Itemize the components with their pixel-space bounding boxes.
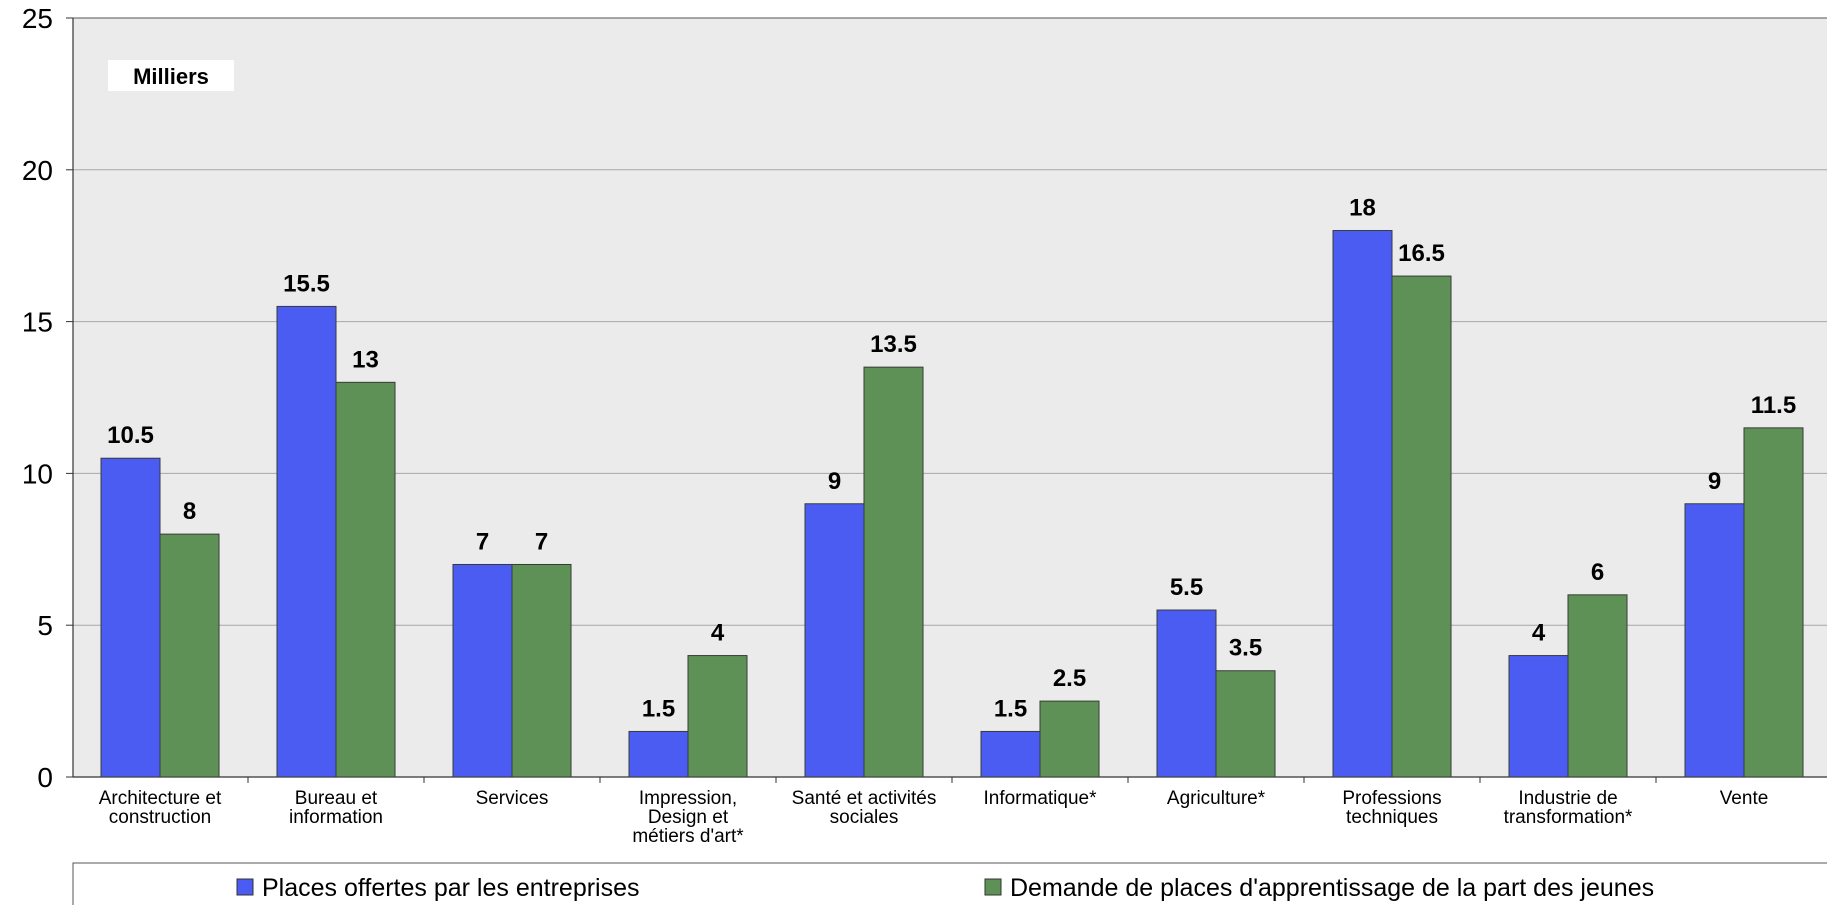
- x-tick-label: Santé et activités sociales: [792, 788, 937, 828]
- bar: [863, 366, 924, 778]
- legend-swatch: [236, 878, 254, 896]
- bar: [628, 730, 689, 778]
- data-label: 2.5: [1053, 665, 1086, 692]
- data-labels: 10.5 8 15.5 13 7 7 1.5 4 9 13.5 1.5 2.5 5.5 3.5 18 16.5…: [107, 195, 1796, 723]
- data-label: 9: [1708, 468, 1721, 495]
- bar: [804, 503, 865, 778]
- y-tick-label: 5: [37, 610, 53, 641]
- legend-label: Demande de places d'apprentissage de la …: [1010, 874, 1654, 902]
- x-tick-label: Agriculture*: [1167, 788, 1266, 809]
- bar: [1391, 275, 1452, 778]
- unit-label: Milliers: [133, 64, 209, 89]
- data-label: 7: [535, 528, 548, 555]
- x-axis-ticks: Architecture et construction Bureau et info…: [99, 777, 1769, 847]
- data-label: 18: [1349, 195, 1376, 222]
- bar: [452, 563, 513, 778]
- data-label: 15.5: [283, 270, 330, 297]
- x-tick-label: Services: [476, 788, 549, 809]
- legend-label: Places offertes par les entreprises: [262, 874, 640, 902]
- data-label: 9: [828, 468, 841, 495]
- data-label: 3.5: [1229, 635, 1262, 662]
- bar: [1215, 670, 1276, 778]
- data-label: 13.5: [870, 331, 917, 358]
- data-label: 13: [352, 346, 379, 373]
- bar: [687, 655, 748, 778]
- data-label: 1.5: [994, 695, 1027, 722]
- bar: [1684, 503, 1745, 778]
- data-label: 7: [476, 528, 489, 555]
- data-label: 1.5: [642, 695, 675, 722]
- bar: [100, 457, 161, 778]
- x-tick-label: Vente: [1720, 788, 1769, 809]
- bar: [980, 730, 1041, 778]
- bar: [335, 381, 396, 778]
- bar: [1743, 427, 1804, 778]
- y-tick-label: 10: [22, 458, 53, 489]
- x-tick-label: Informatique*: [983, 788, 1097, 809]
- x-tick-label: Professions techniques: [1342, 788, 1441, 828]
- y-tick-label: 20: [22, 155, 53, 186]
- bar: [1508, 655, 1569, 778]
- y-tick-label: 15: [22, 307, 53, 338]
- x-tick-label: Bureau et information: [289, 788, 383, 828]
- data-label: 4: [711, 620, 725, 647]
- data-label: 4: [1532, 620, 1546, 647]
- data-label: 8: [183, 498, 196, 525]
- data-label: 6: [1591, 559, 1604, 586]
- legend-swatch: [984, 878, 1002, 896]
- y-tick-label: 0: [37, 762, 53, 793]
- legend: Places offertes par les entreprises Deman…: [72, 862, 1827, 905]
- data-label: 16.5: [1398, 240, 1445, 267]
- bar: [1332, 230, 1393, 778]
- bar: [1567, 594, 1628, 778]
- bar: [276, 305, 337, 778]
- bar: [1156, 609, 1217, 778]
- data-label: 10.5: [107, 422, 154, 449]
- bars: [100, 230, 1804, 778]
- bar: [159, 533, 220, 778]
- x-tick-label: Impression, Design et métiers d'art*: [632, 788, 744, 847]
- data-label: 5.5: [1170, 574, 1203, 601]
- unit-label-box: Milliers: [108, 60, 234, 91]
- x-tick-label: Architecture et construction: [99, 788, 222, 828]
- bar: [511, 563, 572, 778]
- y-tick-label: 25: [22, 3, 53, 34]
- data-label: 11.5: [1751, 392, 1796, 419]
- bar: [1039, 700, 1100, 778]
- x-tick-label: Industrie de transformation*: [1504, 788, 1633, 828]
